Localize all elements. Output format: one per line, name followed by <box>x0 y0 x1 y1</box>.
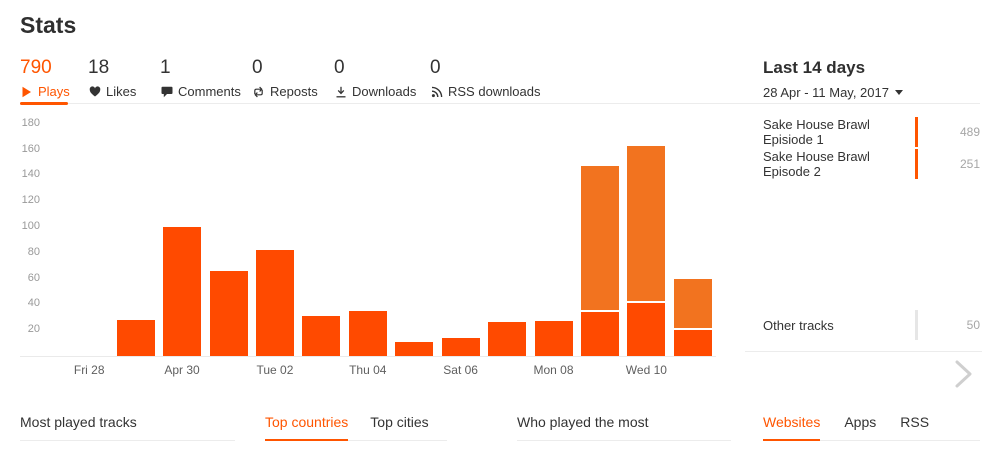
chart-bar-day-5-primary[interactable] <box>255 250 294 356</box>
metric-reposts[interactable]: 0 Reposts <box>252 57 334 99</box>
x-axis-label: Mon 08 <box>533 363 574 377</box>
chart-bar-day-14-primary[interactable] <box>673 330 712 356</box>
y-axis-label: 80 <box>27 245 40 258</box>
x-axis-line <box>20 356 716 357</box>
tab-apps[interactable]: Apps <box>844 414 877 430</box>
metric-label: Downloads <box>352 84 417 99</box>
x-axis-label: Thu 04 <box>349 363 387 377</box>
chart-bar-day-4-primary[interactable] <box>209 270 248 356</box>
chart-next-button[interactable] <box>952 358 976 390</box>
chart-bar-day-12-secondary[interactable] <box>580 166 619 311</box>
metric-downloads[interactable]: 0 Downloads <box>334 57 430 99</box>
date-range-selector[interactable]: 28 Apr - 11 May, 2017 <box>763 85 903 100</box>
x-axis-label: Fri 28 <box>73 363 105 377</box>
track-name: Other tracks <box>763 317 834 333</box>
caret-down-icon <box>894 90 903 95</box>
x-axis-label: Sat 06 <box>443 363 478 377</box>
chart-bar-day-11-primary[interactable] <box>534 321 573 356</box>
chart-bar-day-13-secondary[interactable] <box>627 145 666 302</box>
download-icon <box>334 85 347 98</box>
track-plays-value: 489 <box>959 125 980 139</box>
x-axis-label: Wed 10 <box>625 363 667 377</box>
likes-count: 18 <box>88 57 110 78</box>
track-accent-bar <box>915 149 918 179</box>
track-row-1[interactable]: Sake House Brawl Episiode 1 489 <box>763 117 980 147</box>
active-metric-underline <box>20 102 68 105</box>
metric-label: RSS downloads <box>448 84 541 99</box>
track-plays-value: 251 <box>959 157 980 171</box>
track-row-other[interactable]: Other tracks 50 <box>763 310 980 340</box>
metric-label: Reposts <box>270 84 318 99</box>
metric-plays[interactable]: 790 Plays <box>20 57 88 99</box>
header-divider <box>20 103 980 104</box>
section-title: Who played the most <box>517 414 649 430</box>
x-axis-label: Apr 30 <box>164 363 200 377</box>
y-axis-label: 40 <box>27 297 40 310</box>
y-axis-label: 120 <box>21 194 40 207</box>
play-icon <box>20 85 33 98</box>
period-block: Last 14 days 28 Apr - 11 May, 2017 <box>763 58 903 100</box>
chart-bar-day-9-primary[interactable] <box>441 337 480 356</box>
tab-websites[interactable]: Websites <box>763 414 821 441</box>
metric-likes[interactable]: 18 Likes <box>88 57 160 99</box>
chart-bar-day-7-primary[interactable] <box>348 310 387 356</box>
chart-bar-day-2-primary[interactable] <box>116 319 155 356</box>
section-who-played-the-most: Who played the most <box>517 414 731 441</box>
section-title: Most played tracks <box>20 414 137 430</box>
period-title: Last 14 days <box>763 58 866 77</box>
y-axis-label: 100 <box>21 220 40 232</box>
chart-bar-day-6-primary[interactable] <box>302 316 341 356</box>
track-panel-divider <box>745 351 982 352</box>
metric-label: Comments <box>178 84 241 99</box>
chart-bar-day-13-primary[interactable] <box>627 303 666 356</box>
track-accent-bar <box>915 117 918 147</box>
section-most-played-tracks: Most played tracks <box>20 414 235 441</box>
tabgroup-sources: Websites Apps RSS <box>763 414 980 441</box>
chart-bar-day-10-primary[interactable] <box>488 322 527 356</box>
metric-label: Likes <box>106 84 137 99</box>
y-axis-label: 60 <box>27 271 40 284</box>
y-axis-label: 180 <box>21 116 40 129</box>
reposts-count: 0 <box>252 57 263 78</box>
tab-top-countries[interactable]: Top countries <box>265 414 349 441</box>
track-name: Sake House Brawl Episode 2 <box>763 149 870 179</box>
x-axis-label: Tue 02 <box>256 363 294 377</box>
chart-bar-day-3-primary[interactable] <box>163 227 202 356</box>
downloads-count: 0 <box>334 57 345 78</box>
track-row-2[interactable]: Sake House Brawl Episode 2 251 <box>763 149 980 179</box>
metrics-bar: 790 Plays 18 Likes 1 C <box>20 57 560 99</box>
tab-rss[interactable]: RSS <box>900 414 930 430</box>
y-axis-label: 140 <box>21 168 40 181</box>
track-name: Sake House Brawl Episiode 1 <box>763 117 870 147</box>
plays-chart: 20 40 60 80 100 120 140 160 180 Fri 28 Apr 30 Tue 0… <box>14 110 734 390</box>
metric-label: Plays <box>38 84 70 99</box>
metric-rss-downloads[interactable]: 0 RSS downloads <box>430 57 560 99</box>
tab-top-cities[interactable]: Top cities <box>370 414 429 430</box>
metric-comments[interactable]: 1 Comments <box>160 57 252 99</box>
chart-bar-day-8-primary[interactable] <box>395 341 434 356</box>
heart-icon <box>88 85 101 98</box>
date-range-label: 28 Apr - 11 May, 2017 <box>763 85 889 100</box>
page-title: Stats <box>20 12 77 38</box>
rss-downloads-count: 0 <box>430 57 441 78</box>
rss-icon <box>430 85 443 98</box>
y-axis-label: 20 <box>27 323 40 336</box>
tabgroup-locations: Top countries Top cities <box>265 414 447 441</box>
track-plays-value: 50 <box>966 318 980 332</box>
repost-icon <box>252 85 265 98</box>
chart-bar-day-14-secondary[interactable] <box>673 278 712 329</box>
comment-icon <box>160 85 173 98</box>
y-axis-label: 160 <box>21 142 40 155</box>
chart-bar-day-12-primary[interactable] <box>580 312 619 356</box>
plays-count: 790 <box>20 57 52 78</box>
comments-count: 1 <box>160 57 171 78</box>
track-accent-bar <box>915 310 918 340</box>
